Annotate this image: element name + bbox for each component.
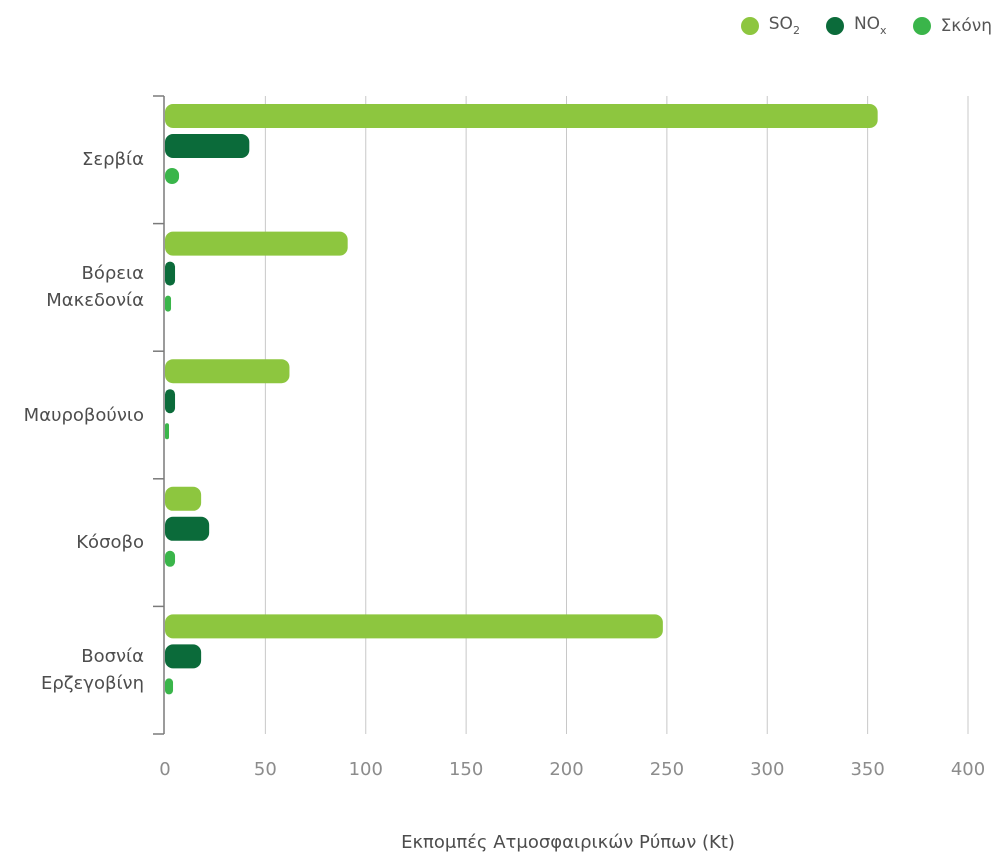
x-tick-label: 350 xyxy=(850,759,885,780)
bars xyxy=(165,104,878,695)
y-axis xyxy=(153,95,165,735)
category-label: Κόσοβο xyxy=(76,532,144,554)
x-tick-label: 200 xyxy=(549,759,584,780)
x-tick-label: 50 xyxy=(253,759,277,780)
x-tick-label: 250 xyxy=(649,759,685,780)
bar-σκόνη-0 xyxy=(165,168,180,184)
bar-nox-4 xyxy=(165,644,202,669)
x-axis-title: Εκπομπές Ατμοσφαιρικών Ρύπων (Kt) xyxy=(401,832,735,853)
legend-swatch-so2 xyxy=(740,16,759,35)
bar-σκόνη-2 xyxy=(165,423,170,440)
bar-nox-2 xyxy=(165,389,176,414)
legend-item-dust: Σκόνη xyxy=(912,15,992,36)
bar-nox-0 xyxy=(165,134,250,158)
legend-swatch-dust xyxy=(912,16,931,35)
grid-lines xyxy=(264,96,969,734)
legend-item-so2: SO2 xyxy=(740,14,800,37)
x-tick-label: 150 xyxy=(448,759,484,780)
bar-σκόνη-1 xyxy=(165,295,172,312)
category-label: Βόρεια Μακεδονία xyxy=(46,263,144,312)
bar-so2-0 xyxy=(165,104,878,128)
bar-nox-1 xyxy=(165,261,176,286)
legend-label-so2: SO2 xyxy=(768,14,800,37)
bar-so2-1 xyxy=(165,231,348,256)
bar-so2-3 xyxy=(165,486,202,511)
legend-swatch-nox xyxy=(825,16,844,35)
x-tick-label: 100 xyxy=(348,759,383,780)
x-tick-label: 300 xyxy=(750,759,785,780)
category-label: Σερβία xyxy=(82,149,144,171)
legend-item-nox: NOx xyxy=(825,14,887,37)
x-tick-label: 0 xyxy=(159,759,171,780)
legend-label-nox: NOx xyxy=(853,14,887,37)
category-label: Μαυροβούνιο xyxy=(23,404,144,426)
x-tick-label: 400 xyxy=(950,759,986,780)
bar-so2-4 xyxy=(165,614,663,639)
legend-label-dust: Σκόνη xyxy=(940,15,992,36)
bar-σκόνη-3 xyxy=(165,550,176,567)
bar-nox-3 xyxy=(165,516,210,541)
legend: SO2 NOx Σκόνη xyxy=(715,14,992,37)
bar-σκόνη-4 xyxy=(165,678,174,695)
category-label: Βοσνία Ερζεγοβίνη xyxy=(40,646,144,695)
bar-so2-2 xyxy=(165,359,290,384)
